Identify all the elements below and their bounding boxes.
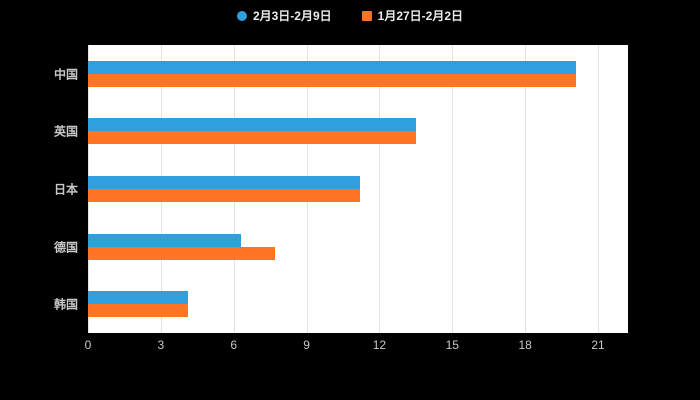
legend-square-marker-icon: [361, 10, 372, 21]
bar-series-0-category-2[interactable]: [88, 176, 360, 189]
legend-circle-marker-icon: [236, 10, 247, 21]
y-axis-category-label: 德国: [53, 240, 78, 255]
gridline: [598, 45, 599, 333]
legend-label-series-0: 2月3日-2月9日: [252, 9, 332, 23]
chart-legend: 2月3日-2月9日 1月27日-2月2日: [0, 7, 700, 24]
x-axis-tick-label: 9: [303, 338, 310, 352]
bar-series-1-category-3[interactable]: [88, 246, 275, 260]
legend-label-series-1: 1月27日-2月2日: [377, 9, 464, 23]
y-axis-category-label: 日本: [53, 182, 78, 197]
bar-series-0-category-0[interactable]: [88, 60, 577, 74]
legend-item-series-0[interactable]: 2月3日-2月9日: [236, 7, 332, 24]
bar-series-0-category-1[interactable]: [88, 118, 416, 132]
gridline: [452, 45, 454, 333]
bar-series-1-category-1[interactable]: [88, 131, 416, 145]
gridline: [525, 45, 527, 333]
y-axis-category-label: 韩国: [53, 297, 78, 312]
x-axis-tick-label: 6: [230, 338, 238, 352]
legend-item-series-1[interactable]: 1月27日-2月2日: [361, 7, 464, 24]
bar-series-1-category-2[interactable]: [88, 189, 360, 202]
x-axis-tick-label: 3: [157, 338, 165, 352]
x-axis-tick-label: 0: [84, 338, 92, 352]
bar-series-0-category-3[interactable]: [88, 233, 241, 247]
x-axis-tick-label: 21: [591, 338, 605, 352]
plot-area: [88, 45, 628, 333]
bar-series-1-category-4[interactable]: [88, 304, 188, 318]
y-axis-category-label: 中国: [53, 67, 78, 82]
bar-series-0-category-4[interactable]: [88, 291, 188, 305]
gridline: [379, 45, 381, 333]
x-axis-tick-label: 15: [445, 338, 459, 352]
x-axis-tick-label: 12: [372, 338, 387, 352]
y-axis-category-label: 英国: [53, 124, 78, 139]
bar-series-1-category-0[interactable]: [88, 73, 577, 87]
x-axis-tick-label: 18: [518, 338, 532, 352]
